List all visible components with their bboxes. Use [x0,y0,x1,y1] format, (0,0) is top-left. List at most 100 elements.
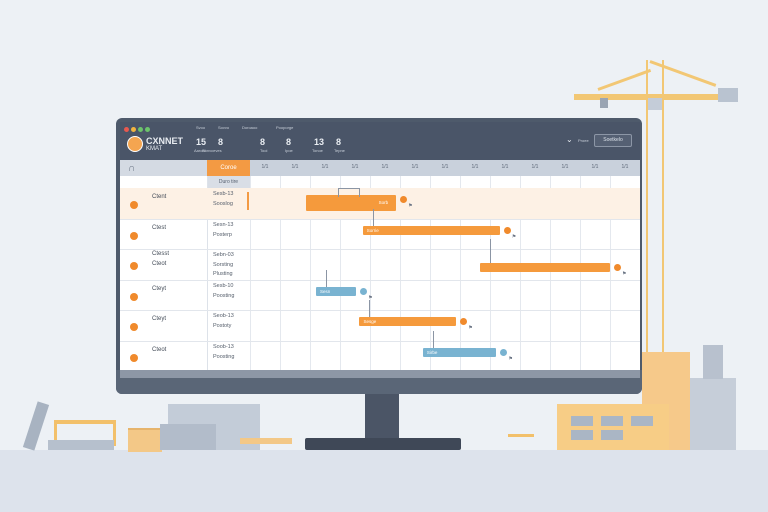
nav-item-3[interactable]: Doroaoo [242,125,258,130]
nav-item-4[interactable]: Pooporge [276,125,294,130]
table-row[interactable]: Cteyt Sesb-10 Poosting Sesn ⚑ [120,269,640,311]
avatar[interactable] [127,136,143,152]
crate-gray-inner [160,424,216,450]
nav-item-1[interactable]: Svoo [196,125,206,130]
flag-icon: ⚑ [621,271,627,277]
dependency-connector [489,239,491,263]
gantt-app: CXNNET KMAT Svoo Sovvo Doroaoo Pooporge … [120,122,640,370]
tool-1-label: Aarool [194,148,206,153]
timeline-gridline [580,176,581,370]
bench [240,438,292,444]
milestone-dot[interactable] [400,196,408,203]
task-status: Poosting [213,292,235,299]
task-date: Sesb-10 [213,282,234,289]
task-name: Ctest [152,224,167,231]
tool-3-icon[interactable]: 8 [260,137,266,147]
task-name: Cteot [152,261,167,267]
timeline-gridline [340,176,341,370]
milestone-dot[interactable] [460,318,468,325]
task-date: Seob-13 [213,313,234,319]
flag-icon: ⚑ [511,233,517,240]
tool-4-label: Ipoe [285,148,293,153]
timeline-gridline [430,176,431,370]
timeline-gridline [610,176,611,370]
milestone-dot[interactable] [503,226,511,234]
task-status: Poosting [213,353,235,360]
gantt-bar[interactable]: Sesn [316,286,357,296]
timeline-date-label: 1/1 [471,164,479,170]
table-row[interactable]: Ctest Sesn-13 Posterp Sorrie ⚑ [120,208,640,250]
task-date: Sebn-03 [213,252,234,258]
timeline-gridline [460,176,461,370]
timeline-date-label: 1/1 [561,164,569,170]
table-row[interactable]: Cteyt Seob-13 Postoty Sesge ⚑ [120,300,640,342]
status-dot [130,231,138,240]
timeline-date-label: 1/1 [501,164,509,170]
milestone-dot[interactable] [360,287,368,295]
search-input[interactable]: Soetkelo [594,134,632,147]
timeline-gridline [550,176,551,370]
gantt-bar[interactable] [479,263,610,272]
tool-3-label: Tooi [260,148,268,153]
dependency-connector-top [338,188,360,197]
task-name: Cteot [152,346,167,353]
dependency-connector [369,300,371,317]
status-dot [130,292,138,301]
gantt-bar[interactable]: Sorb [306,195,397,211]
milestone-dot[interactable] [500,348,508,356]
timeline-gridline [490,176,491,370]
status-dot [130,201,138,210]
nav-item-2[interactable]: Sovvo [218,125,230,130]
timeline-date-label: 1/1 [411,164,419,170]
tool-5-icon[interactable]: 8 [336,137,342,147]
window-extra-dot[interactable] [145,127,150,132]
milestone-dot[interactable] [613,264,621,271]
timeline-date-label: 1/1 [531,164,539,170]
flag-icon: ⚑ [408,203,413,209]
subheader-label: Duro tire [207,176,250,188]
dependency-connector [372,208,374,226]
window-close-dot[interactable] [124,127,129,132]
timeline-date-label: 1/1 [261,164,269,170]
headphones-icon: ∩ [128,163,136,174]
gantt-bar[interactable]: Sirbe [422,347,497,357]
timeline-date-label: 1/1 [291,164,299,170]
status-dot [130,262,138,271]
task-status: Sooslog [213,201,233,207]
tool-1-icon[interactable]: 15 [196,137,207,147]
app-logo-subtitle: KMAT [146,146,163,152]
table-row[interactable]: Cteot Soob-13 Poosting Sirbe ⚑ [120,330,640,371]
tool-2-label: Sonvceves [202,148,222,153]
task-name: Cteyt [152,285,167,292]
window-minimize-dot[interactable] [131,127,136,132]
column-tab[interactable]: Coroe [207,160,250,176]
tool-2-icon[interactable]: 8 [218,137,224,147]
timeline-date-label: 1/1 [441,164,449,170]
column-separator [207,176,208,370]
timeline-date-label: 1/1 [381,164,389,170]
base-block-left [48,440,114,450]
table-row[interactable]: Cteot Ctesst Sebn-03 Sorsting Plusting ⚑ [120,239,640,281]
timeline-gridline [250,176,251,370]
tool-4-icon[interactable]: 8 [286,137,292,147]
timeline-gridline [520,176,521,370]
sawhorse-right [508,434,534,451]
app-header: CXNNET KMAT Svoo Sovvo Doroaoo Pooporge … [120,122,640,160]
timeline-date-label: 1/1 [351,164,359,170]
timeline-gridline [370,176,371,370]
building-gray-top [703,345,723,379]
filter-icon[interactable]: ⌄ [566,135,573,144]
gantt-bar[interactable]: Sorrie [362,225,500,235]
task-name-secondary: Ctesst [152,251,170,257]
ground [0,450,768,512]
timeline-header [120,160,640,176]
lumber-stack [128,428,162,452]
timeline-date-label: 1/1 [321,164,329,170]
building-gray [690,378,736,450]
task-name: Ctent [152,194,167,200]
gantt-bar[interactable]: Sesge [359,317,457,326]
table-row[interactable]: Ctent Sesb-13 Sooslog Sorb ⚑ [120,188,640,220]
dependency-connector [326,269,328,287]
window-maximize-dot[interactable] [138,127,143,132]
